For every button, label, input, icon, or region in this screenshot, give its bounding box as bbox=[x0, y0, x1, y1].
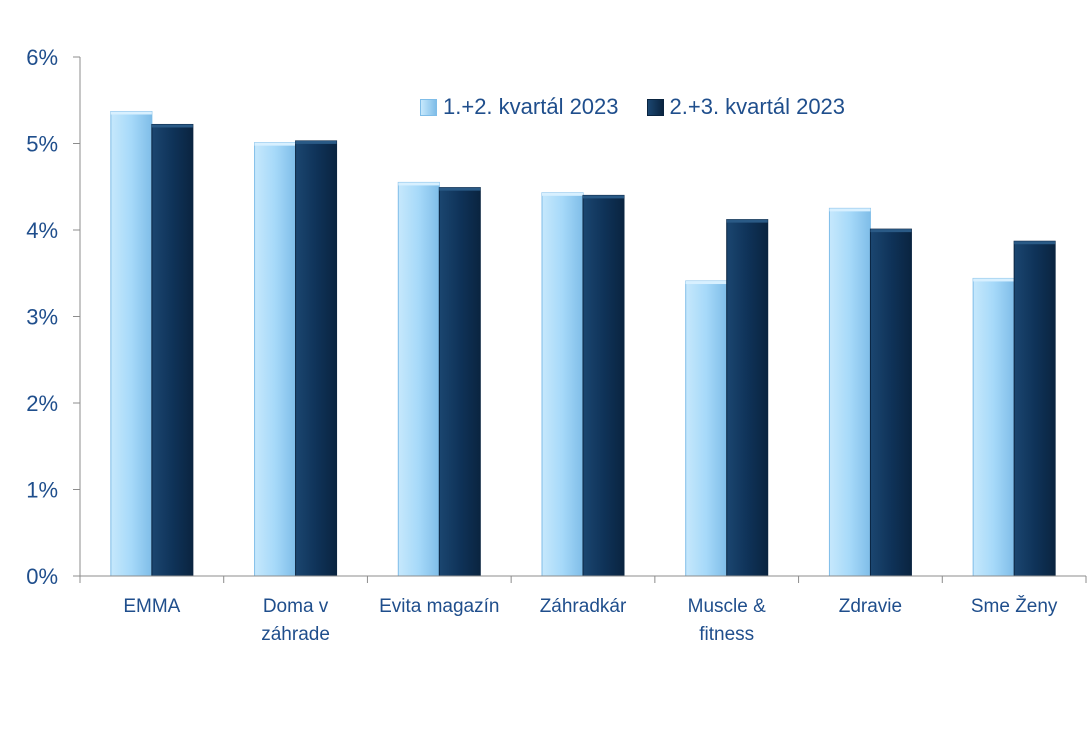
x-category-label-line: EMMA bbox=[123, 596, 180, 617]
bar-series-2-7 bbox=[1013, 240, 1056, 577]
bar-series-1-2 bbox=[254, 142, 297, 577]
y-tick-label-4: 3% bbox=[26, 305, 58, 330]
x-category-label-7: Sme Ženy bbox=[971, 595, 1058, 617]
bar-top-highlight-series-1-2 bbox=[254, 142, 296, 146]
bar-series-1-7 bbox=[972, 277, 1015, 577]
x-category-label-3: Evita magazín bbox=[379, 596, 499, 617]
legend-label-series-1: 1.+2. kvartál 2023 bbox=[443, 94, 619, 119]
bar-series-2-5 bbox=[726, 219, 769, 577]
legend-swatch-series-1 bbox=[420, 98, 437, 116]
y-tick-label-5: 4% bbox=[26, 218, 58, 243]
y-tick-label-6: 5% bbox=[26, 132, 58, 157]
x-category-label-6: Zdravie bbox=[839, 596, 902, 617]
x-category-label-line: Sme Ženy bbox=[971, 595, 1058, 617]
x-category-label-5: Muscle & fitness bbox=[688, 596, 766, 645]
y-tick-label-3: 2% bbox=[26, 391, 58, 416]
y-tick-label-7: 6% bbox=[26, 45, 58, 70]
bar-top-highlight-series-2-5 bbox=[726, 219, 768, 223]
bar-top-highlight-series-2-6 bbox=[870, 229, 912, 233]
bar-top-highlight-series-2-4 bbox=[583, 195, 624, 199]
bar-series-2-4 bbox=[582, 194, 625, 577]
bar-top-highlight-series-2-1 bbox=[151, 124, 193, 128]
bar-series-1-5 bbox=[685, 280, 728, 577]
x-category-label-line: Evita magazín bbox=[379, 596, 499, 617]
axes-group bbox=[73, 56, 1087, 583]
bar-top-highlight-series-1-5 bbox=[685, 281, 727, 285]
bar-top-highlight-series-1-6 bbox=[829, 208, 871, 212]
bars-group bbox=[110, 110, 1056, 577]
bar-series-1-6 bbox=[828, 207, 871, 577]
bar-series-2-6 bbox=[869, 228, 912, 577]
bar-top-highlight-series-2-2 bbox=[295, 140, 337, 144]
bar-series-1-4 bbox=[541, 192, 584, 577]
x-category-label-line: Záhradkár bbox=[540, 596, 627, 617]
legend: 1.+2. kvartál 2023 2.+3. kvartál 2023 bbox=[420, 94, 873, 120]
legend-item-series-2: 2.+3. kvartál 2023 bbox=[646, 94, 846, 120]
tick-labels-group: 0% 1% 2% 3% 4% 5% 6% EMMA Doma v záhrade Evita mag… bbox=[26, 45, 1058, 645]
x-category-label-line: Doma v bbox=[263, 596, 329, 617]
bar-top-highlight-series-1-1 bbox=[110, 111, 152, 115]
bar-top-highlight-series-1-3 bbox=[398, 182, 440, 186]
legend-label-series-2: 2.+3. kvartál 2023 bbox=[669, 94, 846, 119]
bar-series-1-1 bbox=[110, 110, 153, 577]
y-tick-label-2: 1% bbox=[26, 478, 58, 503]
bar-top-highlight-series-1-4 bbox=[542, 192, 583, 196]
bar-series-1-3 bbox=[397, 181, 440, 577]
x-category-label-line: Muscle & bbox=[688, 596, 766, 617]
x-category-label-line: záhrade bbox=[261, 624, 330, 645]
x-category-label-1: EMMA bbox=[123, 596, 180, 617]
bar-series-2-2 bbox=[295, 140, 338, 577]
bar-series-2-3 bbox=[438, 187, 481, 577]
y-tick-label-1: 0% bbox=[26, 564, 58, 589]
x-category-label-line: Zdravie bbox=[839, 596, 902, 617]
legend-item-series-1: 1.+2. kvartál 2023 bbox=[420, 94, 619, 120]
bar-top-highlight-series-2-7 bbox=[1014, 241, 1056, 245]
bar-top-highlight-series-2-3 bbox=[439, 187, 481, 191]
bar-top-highlight-series-1-7 bbox=[973, 278, 1015, 282]
x-category-label-4: Záhradkár bbox=[540, 596, 627, 617]
x-category-label-line: fitness bbox=[699, 624, 754, 645]
legend-swatch-series-2 bbox=[646, 98, 664, 116]
x-category-label-2: Doma v záhrade bbox=[261, 596, 330, 645]
bar-series-2-1 bbox=[151, 123, 194, 577]
